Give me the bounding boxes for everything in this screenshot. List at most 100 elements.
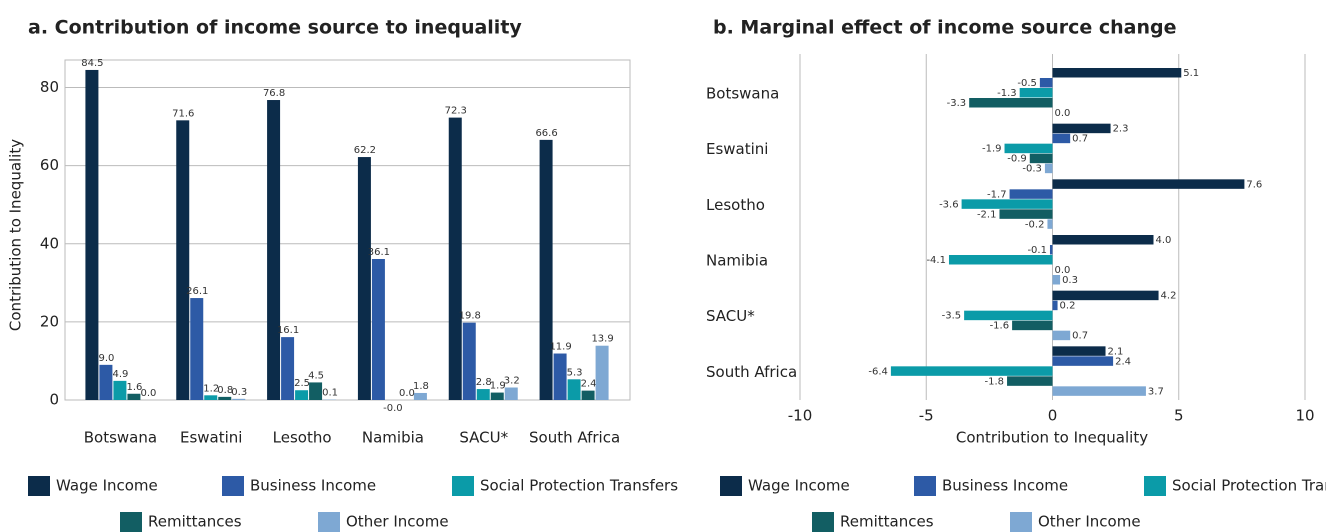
bar — [948, 255, 1053, 265]
data-label: 1.8 — [413, 381, 429, 392]
y-tick-label: Eswatini — [706, 140, 768, 158]
chart-title: b. Marginal effect of income source chan… — [713, 17, 1176, 39]
data-label: -0.2 — [1025, 219, 1045, 230]
data-label: 0.3 — [231, 387, 247, 398]
data-label: 62.2 — [354, 145, 376, 156]
legend-swatch — [28, 476, 50, 496]
bar — [581, 390, 595, 400]
bar — [890, 366, 1053, 376]
data-label: 2.8 — [476, 377, 492, 388]
legend-label: Other Income — [1038, 513, 1141, 531]
bar — [1052, 68, 1182, 78]
x-tick-label: SACU* — [459, 429, 508, 447]
bar — [567, 379, 581, 400]
data-label: 0.7 — [1072, 134, 1088, 145]
legend-swatch — [318, 512, 340, 532]
legend-label: Business Income — [942, 477, 1068, 495]
bar — [99, 364, 113, 400]
data-label: 0.0 — [399, 388, 415, 399]
data-label: -2.1 — [977, 209, 997, 220]
data-label: 1.6 — [126, 382, 142, 393]
data-label: 19.8 — [459, 311, 481, 322]
bar — [218, 396, 232, 400]
data-label: 4.2 — [1161, 291, 1177, 302]
bar — [1039, 78, 1053, 88]
bar — [595, 345, 609, 400]
y-tick-label: Botswana — [706, 85, 779, 103]
x-tick-label: Eswatini — [180, 429, 242, 447]
data-label: 3.2 — [504, 376, 520, 387]
data-label: 72.3 — [445, 106, 467, 117]
bar — [357, 157, 371, 400]
bar — [1012, 320, 1053, 331]
bar — [127, 393, 141, 400]
data-label: -0.0 — [383, 403, 403, 414]
legend-swatch — [914, 476, 936, 496]
x-tick-label: 0 — [1048, 407, 1058, 425]
bar — [267, 100, 281, 401]
y-tick-label: 40 — [40, 234, 59, 252]
y-tick-label: South Africa — [706, 363, 797, 381]
y-axis-label: Contribution to Inequality — [7, 139, 25, 331]
x-tick-label: Lesotho — [273, 429, 332, 447]
x-tick-label: -5 — [919, 407, 934, 425]
bar — [413, 392, 427, 400]
bar — [295, 390, 309, 400]
data-label: 1.2 — [203, 383, 219, 394]
data-label: 84.5 — [81, 58, 103, 69]
y-tick-label: SACU* — [706, 307, 755, 325]
data-label: 2.4 — [581, 379, 597, 390]
bar — [113, 380, 127, 400]
x-tick-label: -10 — [788, 407, 813, 425]
bar — [961, 199, 1053, 209]
data-label: 71.6 — [172, 108, 194, 119]
bar — [553, 353, 567, 400]
bar — [1052, 290, 1159, 301]
bar — [85, 69, 99, 400]
data-label: -6.4 — [868, 366, 888, 377]
y-tick-label: 60 — [40, 156, 59, 174]
bar — [476, 389, 490, 400]
bar — [969, 98, 1053, 108]
bar — [462, 322, 476, 400]
bar — [1019, 88, 1053, 98]
x-tick-label: 5 — [1174, 407, 1184, 425]
data-label: -4.1 — [926, 255, 946, 266]
y-tick-label: Lesotho — [706, 196, 765, 214]
bar — [1049, 245, 1053, 255]
bar — [1052, 356, 1114, 366]
data-label: -3.5 — [942, 311, 962, 322]
bar — [999, 209, 1053, 219]
legend-swatch — [720, 476, 742, 496]
legend-label: Business Income — [250, 477, 376, 495]
data-label: -0.9 — [1007, 154, 1027, 165]
data-label: -1.6 — [990, 321, 1010, 332]
data-label: 0.0 — [1055, 265, 1071, 276]
data-label: -0.3 — [1022, 164, 1042, 175]
legend-label: Wage Income — [56, 477, 158, 495]
data-label: 2.4 — [1115, 356, 1131, 367]
data-label: 16.1 — [277, 325, 299, 336]
data-label: 26.1 — [186, 286, 208, 297]
data-label: 2.1 — [1108, 346, 1124, 357]
x-tick-label: Botswana — [84, 429, 157, 447]
legend-label: Social Protection Transfers — [1172, 477, 1326, 495]
legend-label: Remittances — [840, 513, 934, 531]
bar — [1052, 179, 1245, 189]
bar — [539, 139, 553, 401]
bar — [964, 310, 1053, 321]
bar — [1004, 143, 1053, 154]
legend-swatch — [120, 512, 142, 532]
x-tick-label: 10 — [1295, 407, 1314, 425]
bar — [1052, 346, 1106, 356]
chart-title: a. Contribution of income source to ineq… — [28, 17, 522, 39]
legend-swatch — [222, 476, 244, 496]
data-label: -3.6 — [939, 199, 959, 210]
data-label: 4.5 — [308, 370, 324, 381]
data-label: 0.0 — [1055, 108, 1071, 119]
y-tick-label: 80 — [40, 78, 59, 96]
data-label: 4.9 — [112, 369, 128, 380]
bar — [1052, 133, 1071, 144]
y-tick-label: Namibia — [706, 252, 768, 270]
bar — [1009, 189, 1053, 199]
